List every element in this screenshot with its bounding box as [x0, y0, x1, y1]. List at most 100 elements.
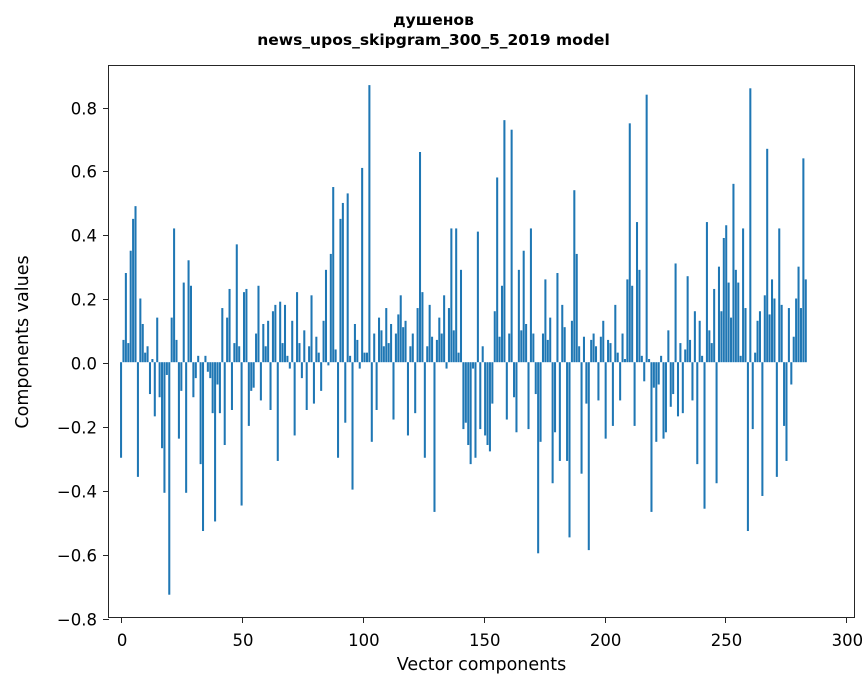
bar — [447, 308, 450, 363]
bar — [279, 301, 282, 363]
bar — [361, 167, 364, 363]
bar — [691, 362, 694, 401]
bar — [122, 339, 125, 363]
bar — [527, 362, 530, 430]
bar — [766, 148, 769, 363]
bar — [189, 285, 192, 363]
bar — [597, 362, 600, 401]
bar — [320, 362, 323, 391]
bar — [317, 352, 320, 363]
bar — [132, 218, 135, 363]
bar — [703, 362, 706, 509]
bar — [522, 250, 525, 363]
x-axis-tick-label: 50 — [232, 631, 254, 650]
bar — [411, 333, 414, 363]
bar — [792, 336, 795, 363]
bar — [797, 266, 800, 363]
bar — [717, 266, 720, 363]
y-axis-tick: 0.4 — [71, 227, 109, 246]
bar — [645, 94, 648, 363]
bar — [156, 317, 159, 363]
bar — [633, 362, 636, 426]
bar — [551, 362, 554, 484]
bar — [440, 333, 443, 363]
bar — [758, 311, 761, 363]
y-axis-label: Components values — [13, 254, 33, 429]
bar — [529, 228, 532, 363]
bar — [394, 333, 397, 363]
bar — [563, 327, 566, 363]
bar — [602, 320, 605, 363]
bar — [433, 362, 436, 512]
bar — [120, 362, 123, 458]
bar — [351, 362, 354, 490]
bar — [406, 362, 409, 436]
y-axis-tick-label: 0.0 — [70, 354, 97, 374]
bar — [672, 362, 675, 395]
bar — [693, 311, 696, 363]
bar — [163, 362, 166, 493]
bar — [554, 362, 557, 433]
x-axis-tick-label: 150 — [468, 631, 501, 650]
bar — [199, 362, 202, 465]
bar — [484, 362, 487, 436]
y-axis-tick: 0.8 — [71, 99, 109, 118]
bar — [730, 317, 733, 363]
bar — [590, 339, 593, 363]
bar — [315, 336, 318, 363]
bar — [500, 285, 504, 363]
bar — [170, 317, 173, 363]
bar — [438, 317, 441, 363]
bar — [621, 333, 624, 363]
bar — [582, 336, 585, 363]
bar — [549, 317, 552, 363]
bar — [592, 333, 595, 363]
bar — [344, 362, 347, 423]
bar — [664, 362, 667, 433]
bar — [226, 317, 229, 363]
bar — [136, 362, 139, 477]
bar — [259, 362, 262, 401]
bar — [705, 222, 708, 363]
bar — [732, 183, 735, 363]
bar — [768, 314, 771, 363]
bar — [192, 362, 195, 398]
bar — [587, 362, 590, 551]
bar — [619, 362, 622, 401]
bar — [455, 228, 458, 363]
bar — [161, 362, 164, 449]
bar — [568, 362, 571, 538]
bar — [402, 327, 405, 363]
x-axis-label: Vector components — [396, 655, 567, 675]
bar — [216, 362, 219, 385]
bar — [286, 355, 289, 363]
bar — [308, 346, 311, 363]
y-axis-tick: 0.6 — [71, 163, 109, 182]
x-axis-tick: 250 — [711, 617, 742, 650]
bar — [228, 288, 231, 363]
bar — [209, 362, 212, 379]
bar — [623, 359, 626, 363]
bar — [274, 304, 277, 363]
bar — [561, 304, 564, 363]
bar — [322, 320, 325, 363]
bar — [353, 323, 356, 363]
bar — [513, 362, 516, 398]
bar — [570, 320, 573, 363]
bar — [443, 295, 446, 363]
chart-title-line-1: душенов — [393, 11, 474, 29]
bar — [771, 279, 774, 363]
bar — [541, 333, 545, 363]
bar — [269, 362, 272, 410]
bar — [804, 279, 807, 363]
bar — [725, 225, 728, 363]
bar — [373, 333, 376, 363]
bar — [616, 352, 619, 363]
bar — [240, 362, 243, 506]
bar — [472, 362, 475, 369]
bar — [426, 346, 429, 363]
bar — [296, 292, 299, 363]
bar — [609, 343, 612, 363]
bar — [382, 346, 385, 363]
bar — [194, 362, 197, 379]
